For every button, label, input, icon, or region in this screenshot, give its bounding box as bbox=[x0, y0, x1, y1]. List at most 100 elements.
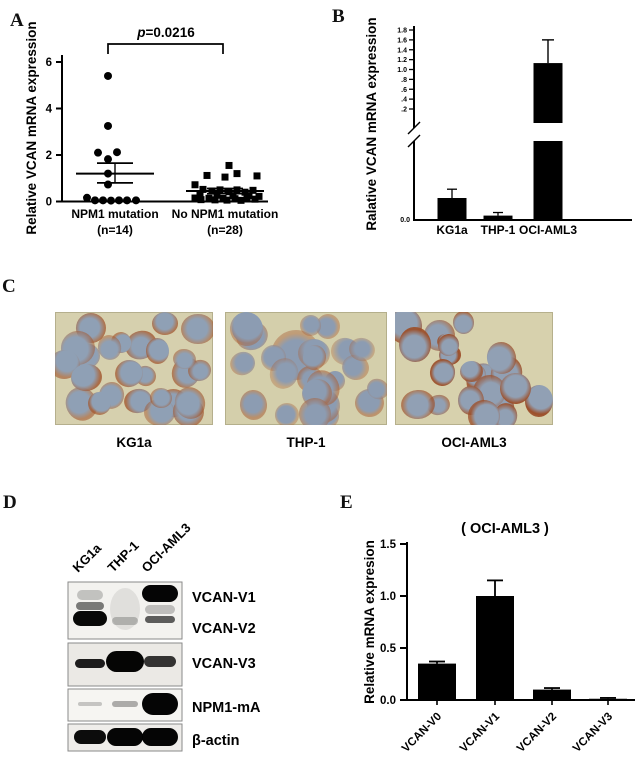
y-tick-label: .8 bbox=[401, 77, 407, 84]
scatter-point bbox=[123, 196, 131, 205]
blot-band bbox=[145, 605, 175, 614]
blot-band bbox=[144, 656, 176, 667]
micrograph-caption-ociaml3: OCI-AML3 bbox=[441, 435, 507, 450]
blot-band bbox=[75, 659, 105, 668]
panel-a-letter: A bbox=[10, 10, 24, 31]
cell-blob bbox=[145, 337, 170, 365]
blot-band bbox=[145, 616, 175, 623]
blot-band bbox=[112, 617, 138, 625]
scatter-point bbox=[104, 71, 112, 80]
y-tick-label: 1.8 bbox=[397, 28, 407, 35]
scatter-point bbox=[237, 196, 245, 204]
panel-e-title: ( OCI-AML3 ) bbox=[461, 521, 549, 537]
y-tick-label: 6 bbox=[46, 57, 52, 69]
panel-e-y-axis-label: Relative mRNA expresion bbox=[362, 540, 377, 704]
micrograph-caption-kg1a: KG1a bbox=[116, 435, 152, 450]
scatter-point bbox=[233, 186, 241, 194]
micrograph-caption-thp1: THP-1 bbox=[286, 435, 326, 450]
blot-band bbox=[107, 728, 143, 746]
panel-b-cat-ociaml3: OCI-AML3 bbox=[519, 223, 577, 237]
panel-e-letter: E bbox=[340, 492, 353, 513]
y-tick-label: 2 bbox=[46, 150, 52, 162]
bar bbox=[589, 698, 627, 700]
bar-lower-segment bbox=[533, 141, 563, 220]
scatter-point bbox=[216, 186, 224, 194]
scatter-point bbox=[213, 191, 221, 199]
scatter-point bbox=[223, 196, 231, 204]
scatter-point bbox=[225, 161, 233, 169]
p-value-annotation: p=0.0216 bbox=[136, 25, 195, 40]
panel-d-letter: D bbox=[3, 492, 17, 513]
scatter-point bbox=[113, 148, 121, 157]
blot-bands bbox=[73, 585, 178, 746]
cell-blob bbox=[459, 360, 483, 382]
scatter-point bbox=[132, 196, 140, 205]
scatter-point bbox=[94, 148, 102, 157]
scatter-point bbox=[219, 194, 227, 202]
blot-band bbox=[76, 602, 104, 610]
panel-a-y-axis-label: Relative VCAN mRNA expression bbox=[24, 21, 39, 234]
scatter-point bbox=[211, 196, 219, 204]
blot-band bbox=[73, 611, 107, 626]
blot-band bbox=[142, 693, 178, 715]
group-1-n: (n=14) bbox=[97, 223, 133, 237]
panel-b-zero-tick: 0.0 bbox=[400, 217, 410, 224]
axis-break-slash-2 bbox=[407, 134, 421, 148]
y-tick-label: 1.2 bbox=[397, 57, 407, 64]
scatter-point bbox=[243, 195, 251, 203]
y-tick-label: 0.5 bbox=[380, 643, 397, 655]
scatter-point bbox=[203, 171, 211, 179]
scatter-point bbox=[199, 185, 207, 193]
panel-b-cat-kg1a: KG1a bbox=[436, 223, 468, 237]
scatter-point bbox=[196, 191, 204, 199]
scatter-point bbox=[233, 170, 241, 178]
y-tick-label: 0 bbox=[46, 197, 52, 209]
panel-e-y-ticks: 0.0 0.5 1.0 1.5 bbox=[380, 539, 407, 707]
scatter-point bbox=[83, 193, 91, 202]
group-1-label: NPM1 mutation bbox=[71, 207, 158, 221]
lane-label-thp1: THP-1 bbox=[105, 538, 142, 575]
axis-break-slash-1 bbox=[407, 121, 421, 135]
blot-band bbox=[74, 730, 106, 744]
panel-e-category-labels: VCAN-V0 VCAN-V1 VCAN-V2 VCAN-V3 bbox=[400, 710, 615, 755]
lane-label-kg1a: KG1a bbox=[70, 540, 105, 575]
bar bbox=[476, 596, 514, 700]
y-tick-label: 1.5 bbox=[380, 539, 397, 551]
micrograph-ociaml3 bbox=[395, 312, 553, 425]
blot-band bbox=[78, 702, 102, 706]
x-category-label: VCAN-V3 bbox=[571, 711, 615, 755]
significance-bracket bbox=[107, 43, 224, 54]
y-tick-label: 1.0 bbox=[380, 591, 396, 603]
blot-label-vcan-v3: VCAN-V3 bbox=[192, 656, 256, 672]
bar-upper-segment bbox=[533, 63, 563, 123]
panel-d-western-blot: D KG1a THP-1 OCI-AML3 VCAN-V1 VCAN-V2 VC… bbox=[3, 492, 261, 752]
scatter-point bbox=[255, 192, 263, 200]
panel-b-cat-thp1: THP-1 bbox=[481, 223, 516, 237]
x-category-label: VCAN-V2 bbox=[515, 711, 559, 755]
scatter-point bbox=[99, 196, 107, 205]
bar bbox=[418, 663, 456, 700]
y-tick-label: .2 bbox=[401, 107, 407, 114]
cell-blob bbox=[181, 313, 213, 345]
cell-blob bbox=[226, 347, 259, 379]
scatter-point bbox=[191, 194, 199, 202]
blot-band bbox=[142, 585, 178, 602]
y-tick-label: 1.6 bbox=[397, 37, 407, 44]
panel-e-bars bbox=[418, 579, 627, 705]
group-2-n: (n=28) bbox=[207, 223, 243, 237]
scatter-point bbox=[191, 181, 199, 189]
panel-c-micrographs: C KG1a THP-1 OCI-AML3 bbox=[0, 272, 643, 480]
panel-b-y-ticks: 1.8 1.6 1.4 1.2 1.0 .8 .6 .4 .2 bbox=[397, 28, 414, 114]
cell-blob bbox=[238, 388, 269, 422]
blot-label-beta-actin: β-actin bbox=[192, 733, 240, 749]
scatter-point bbox=[197, 196, 205, 204]
cell-blob bbox=[273, 400, 302, 425]
blot-label-vcan-v1: VCAN-V1 bbox=[192, 590, 256, 606]
bar bbox=[437, 198, 467, 220]
lane-label-ociaml3: OCI-AML3 bbox=[139, 520, 194, 575]
x-category-label: VCAN-V0 bbox=[400, 711, 444, 755]
panel-a-data-points bbox=[76, 71, 264, 205]
cell-blob bbox=[151, 312, 179, 336]
blot-label-npm1-ma: NPM1-mA bbox=[192, 700, 261, 716]
y-tick-label: 4 bbox=[46, 104, 53, 116]
